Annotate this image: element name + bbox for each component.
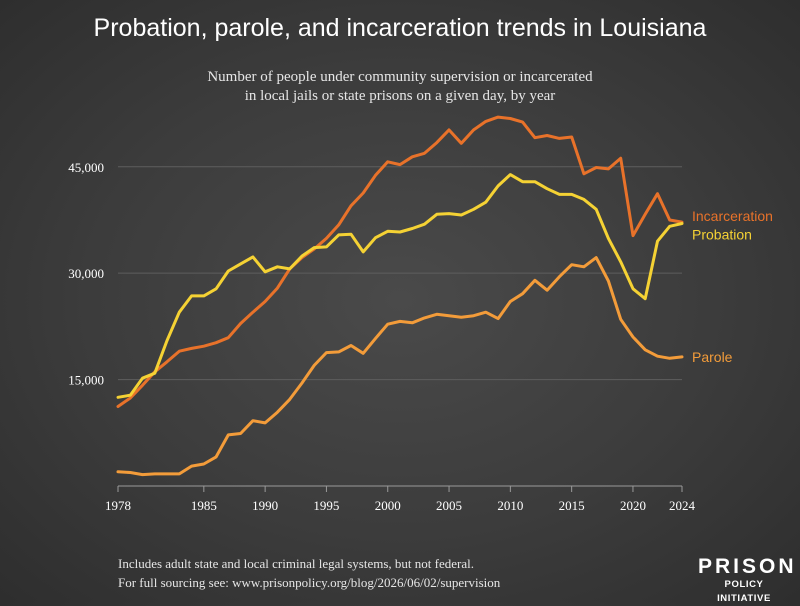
y-tick-label: 15,000 <box>68 373 104 388</box>
series-line-incarceration <box>116 115 684 408</box>
series-lines <box>116 115 684 477</box>
x-tick-label: 1985 <box>191 498 217 513</box>
x-tick-label: 2015 <box>559 498 585 513</box>
chart-title: Probation, parole, and incarceration tre… <box>93 14 707 42</box>
x-tick-label: 1978 <box>105 498 131 513</box>
y-axis-ticks: 15,000 30,000 45,000 <box>68 160 104 388</box>
series-labels: Incarceration Probation Parole <box>692 208 773 365</box>
footnote-systems: Includes adult state and local criminal … <box>118 556 474 571</box>
x-tick-label: 2024 <box>669 498 696 513</box>
footnote-sourcing: For full sourcing see: www.prisonpolicy.… <box>118 575 501 590</box>
logo-wordmark-prison: PRISON <box>698 555 797 578</box>
logo-wordmark-policy-initiative: POLICY INITIATIVE <box>717 579 771 604</box>
y-tick-label: 45,000 <box>68 160 104 175</box>
x-tick-label: 2010 <box>497 498 523 513</box>
series-label-parole: Parole <box>692 349 733 365</box>
prison-policy-initiative-logo: PRISON POLICY INITIATIVE <box>698 555 797 606</box>
chart-subtitle-line-2: in local jails or state prisons on a giv… <box>244 88 556 104</box>
series-line-probation <box>116 173 684 399</box>
x-tick-label: 2005 <box>436 498 462 513</box>
series-label-probation: Probation <box>692 227 752 243</box>
x-tick-label: 1995 <box>313 498 339 513</box>
x-tick-label: 1990 <box>252 498 278 513</box>
series-label-incarceration: Incarceration <box>692 208 773 224</box>
series-line-parole <box>116 256 684 477</box>
grid-lines <box>118 166 682 381</box>
y-tick-label: 30,000 <box>68 266 104 281</box>
chart-subtitle-line-1: Number of people under community supervi… <box>207 69 593 85</box>
x-axis-ticks: 1978 1985 1990 1995 2000 2005 2010 2015 2020 2024 <box>105 486 696 513</box>
x-tick-label: 2020 <box>620 498 646 513</box>
x-tick-label: 2000 <box>375 498 401 513</box>
